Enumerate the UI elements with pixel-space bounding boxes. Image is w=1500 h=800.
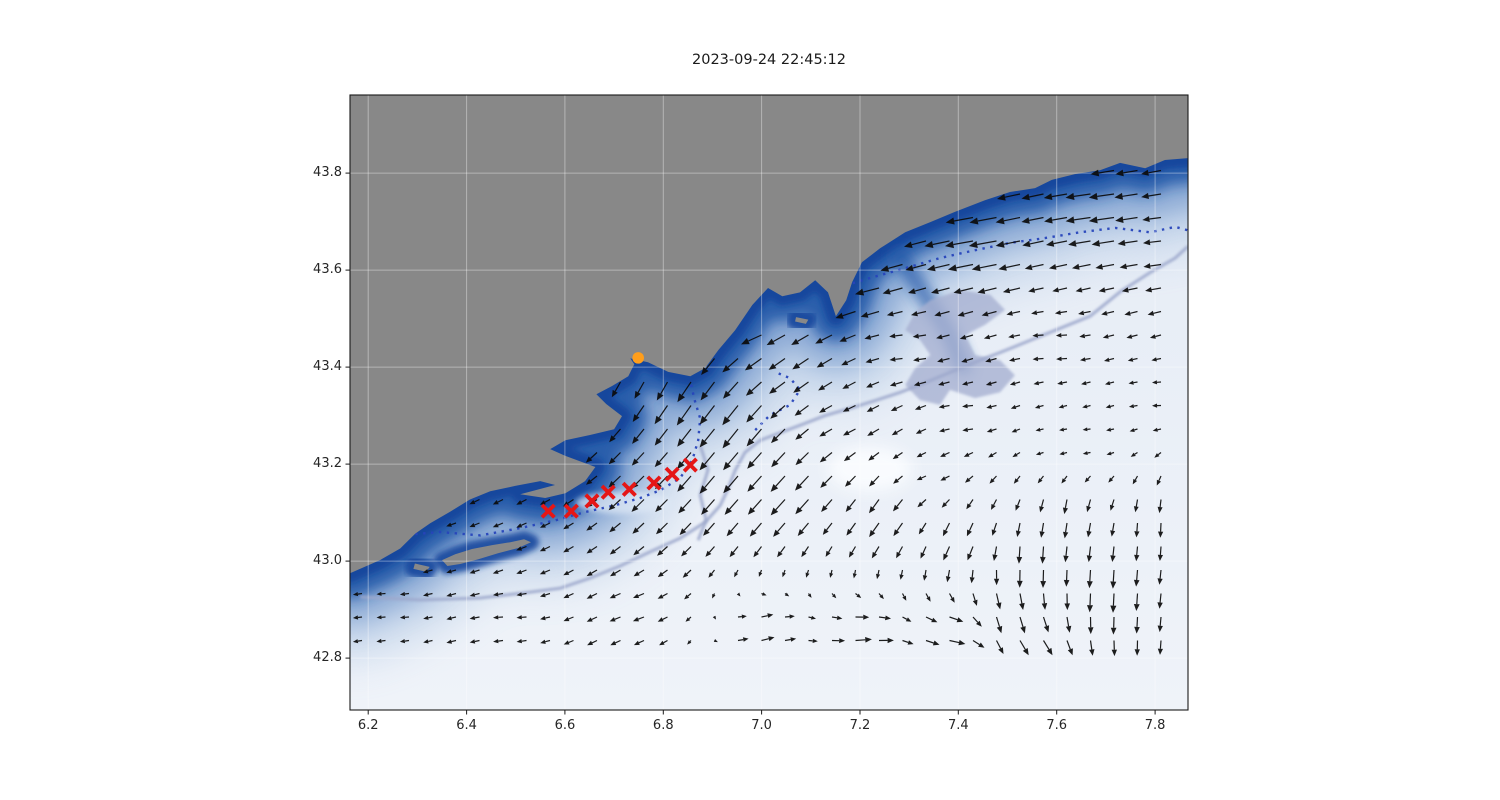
plot-border (349, 94, 1189, 711)
x-tick-label: 7.4 (947, 718, 969, 733)
grid-lines (350, 95, 1188, 710)
x-tick-label: 6.8 (652, 718, 674, 733)
y-tick-label: 42.8 (313, 650, 342, 666)
axis-tick-marks (345, 172, 1156, 715)
x-tick-label: 6.2 (357, 718, 379, 733)
y-tick-label: 43.6 (313, 262, 342, 278)
x-tick-label: 7.8 (1144, 718, 1166, 733)
contour-lines (360, 225, 1188, 602)
y-tick-label: 43.2 (313, 456, 342, 472)
trajectory-markers (540, 457, 698, 519)
x-tick-label: 7.2 (849, 718, 871, 733)
current-arrows (352, 169, 1164, 657)
y-tick-label: 43.8 (313, 165, 342, 181)
land-mass (350, 95, 1188, 574)
y-tick-label: 43.0 (313, 553, 342, 569)
plot-title: 2023-09-24 22:45:12 (692, 52, 846, 68)
x-tick-label: 7.6 (1046, 718, 1068, 733)
x-tick-label: 6.6 (554, 718, 576, 733)
x-tick-label: 7.0 (751, 718, 772, 733)
x-tick-label: 6.4 (456, 718, 477, 733)
release-point-marker (632, 352, 644, 364)
y-tick-label: 43.4 (313, 359, 342, 375)
